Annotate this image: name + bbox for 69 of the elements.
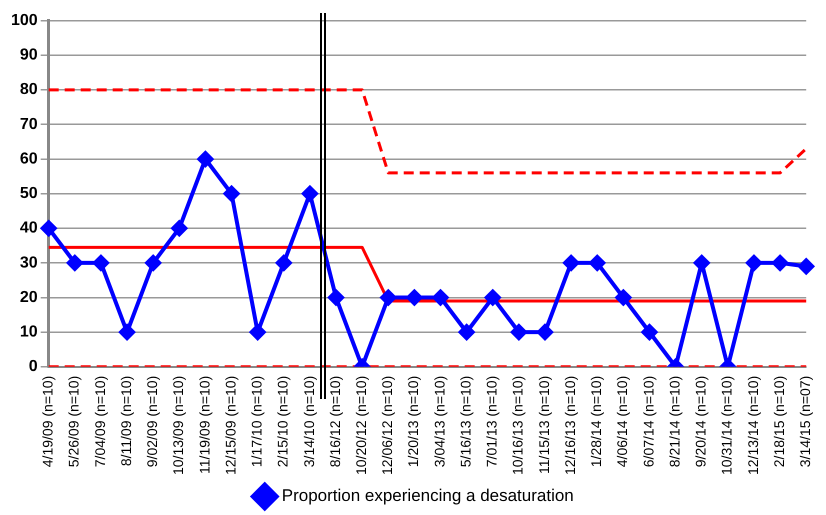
point	[563, 254, 580, 271]
x-tick-label: 5/16/13 (n=10)	[457, 376, 474, 468]
x-tick-label: 9/02/09 (n=10)	[144, 376, 160, 468]
x-tick-label: 2/15/10 (n=10)	[274, 376, 291, 468]
x-tick-label: 3/14/15 (n=07)	[797, 376, 814, 468]
y-tick-label: 0	[28, 358, 38, 376]
point	[66, 254, 83, 271]
point	[798, 258, 814, 274]
point	[641, 324, 658, 340]
point	[772, 254, 788, 271]
point	[615, 290, 632, 306]
x-tick-label: 4/06/14 (n=10)	[614, 376, 630, 468]
point	[276, 254, 292, 271]
x-tick-label: 9/20/14 (n=10)	[692, 376, 709, 468]
y-tick-label: 30	[20, 254, 38, 272]
x-tick-label: 12/16/13 (n=10)	[562, 376, 578, 476]
legend-label: Proportion experiencing a desaturation	[282, 486, 574, 506]
point	[458, 324, 475, 340]
y-tick-label: 70	[20, 116, 38, 133]
x-tick-label: 5/26/09 (n=10)	[66, 376, 82, 468]
point	[171, 220, 188, 236]
x-tick-label: 8/21/14 (n=10)	[666, 376, 682, 468]
x-tick-label: 11/15/13 (n=10)	[536, 376, 552, 474]
x-tick-label: 8/16/12 (n=10)	[326, 376, 343, 468]
x-tick-label: 3/04/13 (n=10)	[431, 376, 448, 468]
y-tick-label: 80	[20, 81, 38, 98]
x-tick-label: 1/20/13 (n=10)	[405, 376, 422, 468]
point	[250, 324, 266, 340]
x-tick-label: 7/01/13 (n=10)	[484, 376, 500, 468]
point	[484, 290, 501, 306]
point	[746, 254, 762, 271]
point	[224, 186, 240, 202]
x-tick-label: 3/14/10 (n=10)	[300, 376, 317, 468]
y-tick-label: 10	[20, 324, 38, 341]
x-tick-label: 10/13/09 (n=10)	[170, 376, 186, 476]
point	[145, 254, 162, 271]
point	[92, 254, 109, 271]
x-tick-label: 4/19/09 (n=10)	[40, 376, 56, 468]
y-tick-label: 60	[20, 150, 38, 168]
x-tick-label: 10/31/14 (n=10)	[718, 376, 735, 476]
point	[197, 151, 214, 168]
x-tick-label: 12/15/09 (n=10)	[222, 376, 238, 476]
y-tick-label: 90	[20, 46, 38, 64]
point	[40, 220, 57, 236]
x-tick-label: 8/11/09 (n=10)	[118, 376, 134, 466]
point	[589, 254, 606, 271]
y-tick-label: 40	[20, 220, 38, 237]
point	[432, 290, 449, 306]
point	[694, 254, 710, 271]
x-tick-label: 10/16/13 (n=10)	[510, 376, 526, 476]
x-tick-label: 6/07/14 (n=10)	[640, 376, 656, 468]
point	[510, 324, 527, 340]
point	[328, 290, 344, 306]
x-tick-label: 12/13/14 (n=10)	[744, 376, 761, 476]
x-tick-label: 12/06/12 (n=10)	[379, 376, 396, 476]
x-tick-label: 2/18/15 (n=10)	[770, 376, 787, 468]
y-tick-label: 100	[10, 12, 38, 30]
x-tick-label: 11/19/09 (n=10)	[196, 376, 212, 474]
x-tick-label: 1/28/14 (n=10)	[588, 376, 604, 468]
y-tick-label: 20	[20, 288, 38, 306]
point	[119, 324, 136, 340]
x-tick-label: 7/04/09 (n=10)	[92, 376, 108, 468]
point	[536, 324, 553, 340]
y-tick-label: 50	[20, 185, 38, 202]
point	[380, 290, 396, 306]
point	[406, 290, 422, 306]
x-tick-label: 1/17/10 (n=10)	[248, 376, 265, 468]
point	[302, 186, 318, 202]
x-tick-label: 10/20/12 (n=10)	[353, 376, 370, 476]
